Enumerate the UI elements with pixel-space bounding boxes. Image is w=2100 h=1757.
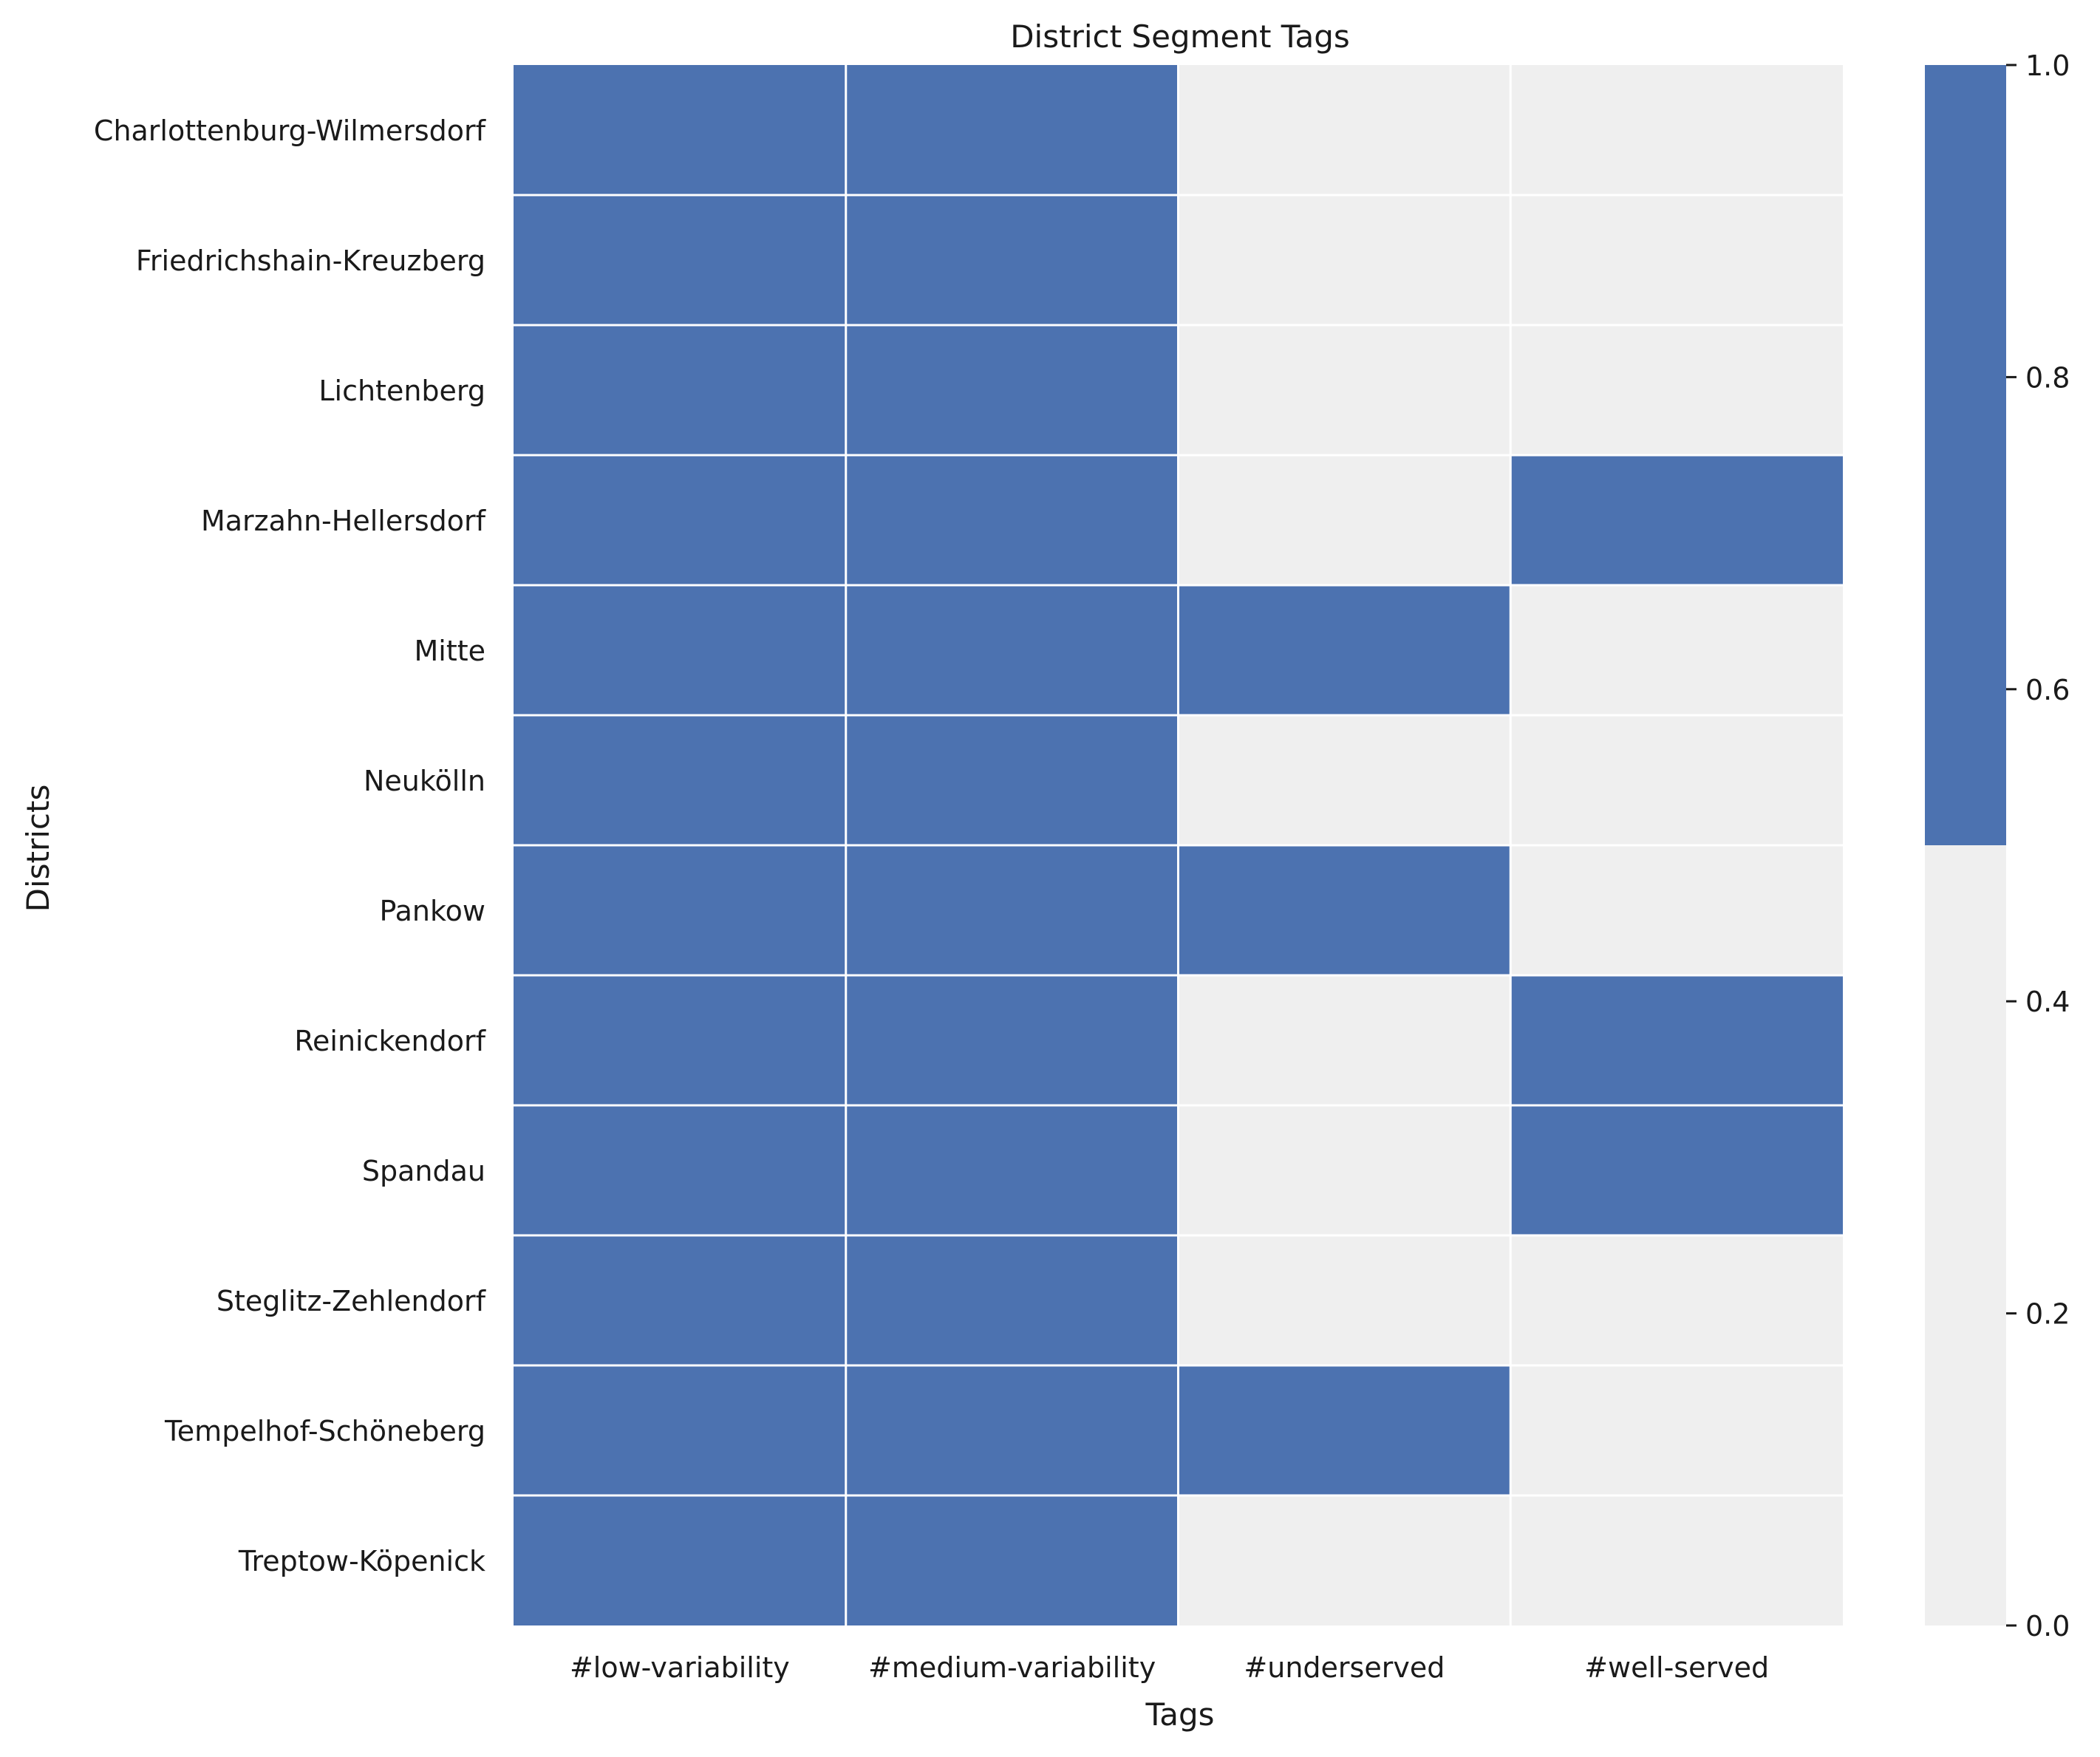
colorbar-tick-label: 0.6 [2025,674,2070,706]
heatmap-cell [1510,1365,1843,1495]
colorbar-tick-label: 0.0 [2025,1610,2070,1642]
heatmap-cell [1178,325,1511,455]
heatmap-cell [845,845,1179,975]
heatmap-cell [514,1495,846,1625]
heatmap-cell [1178,845,1511,975]
heatmap-cell [845,585,1179,715]
column-label: #medium-variability [868,1651,1156,1684]
heatmap-cell [1510,65,1843,195]
row-label: Tempelhof-Schöneberg [164,1415,485,1447]
heatmap-cell [1178,1105,1511,1235]
heatmap-cell [845,455,1179,585]
row-label: Reinickendorf [294,1025,486,1057]
heatmap-cell [1510,1495,1843,1625]
heatmap-cell [514,1235,846,1365]
heatmap-cell [845,325,1179,455]
heatmap-cell [1178,715,1511,845]
chart-title: District Segment Tags [1010,18,1350,55]
heatmap-cell [1510,975,1843,1105]
heatmap-cell [845,715,1179,845]
heatmap-cell [845,1235,1179,1365]
column-label: #underserved [1244,1651,1445,1684]
heatmap-cell [1510,325,1843,455]
heatmap-cell [514,455,846,585]
heatmap-cell [1178,975,1511,1105]
heatmap-cell [1178,195,1511,325]
colorbar-high-segment [1925,65,2006,845]
heatmap-cell [1510,455,1843,585]
heatmap-cell [514,975,846,1105]
heatmap-cell [514,1365,846,1495]
row-label: Marzahn-Hellersdorf [201,505,487,537]
heatmap-cell [845,1105,1179,1235]
heatmap-cell [514,585,846,715]
heatmap-cell [1510,1105,1843,1235]
heatmap-cell [845,65,1179,195]
row-label: Pankow [379,895,485,927]
heatmap-cell [514,1105,846,1235]
colorbar-tick-label: 1.0 [2025,50,2070,82]
heatmap-cell [845,1495,1179,1625]
heatmap-cell [845,975,1179,1105]
row-label: Friedrichshain-Kreuzberg [136,245,485,277]
row-label: Lichtenberg [318,375,485,407]
heatmap-cell [1510,1235,1843,1365]
colorbar: 0.0 0.2 0.4 0.6 0.8 1.0 [1925,50,2070,1642]
heatmap-cell [514,195,846,325]
cell-separators [514,65,1843,1625]
colorbar-tick-label: 0.8 [2025,361,2070,394]
row-label: Steglitz-Zehlendorf [217,1285,487,1317]
heatmap-cell [845,1365,1179,1495]
column-label: #low-variability [570,1651,790,1684]
heatmap-cell [1178,585,1511,715]
heatmap-cell [514,325,846,455]
x-axis-label: Tags [1145,1696,1215,1733]
colorbar-tick-label: 0.4 [2025,986,2070,1018]
heatmap-cell [845,195,1179,325]
heatmap-cell [514,65,846,195]
heatmap-cell [1178,65,1511,195]
row-label: Charlottenburg-Wilmersdorf [94,115,487,147]
row-label: Neukölln [364,765,485,797]
heatmap-cell [1178,1235,1511,1365]
heatmap-cell [1178,455,1511,585]
heatmap-cell [1510,195,1843,325]
row-label: Mitte [414,635,485,667]
heatmap-cells [514,65,1843,1625]
column-label: #well-served [1584,1651,1769,1684]
column-labels: #low-variability #medium-variability #unde… [570,1651,1769,1684]
colorbar-tick-label: 0.2 [2025,1298,2070,1331]
row-label: Spandau [362,1155,485,1187]
heatmap-cell [1510,585,1843,715]
heatmap-cell [1178,1495,1511,1625]
colorbar-low-segment [1925,845,2006,1625]
heatmap-cell [514,845,846,975]
heatmap-cell [514,715,846,845]
row-label: Treptow-Köpenick [238,1545,485,1577]
heatmap-cell [1510,715,1843,845]
heatmap-cell [1510,845,1843,975]
row-labels: Charlottenburg-Wilmersdorf Friedrichshain… [94,115,487,1577]
y-axis-label: Districts [20,785,56,912]
heatmap-cell [1178,1365,1511,1495]
